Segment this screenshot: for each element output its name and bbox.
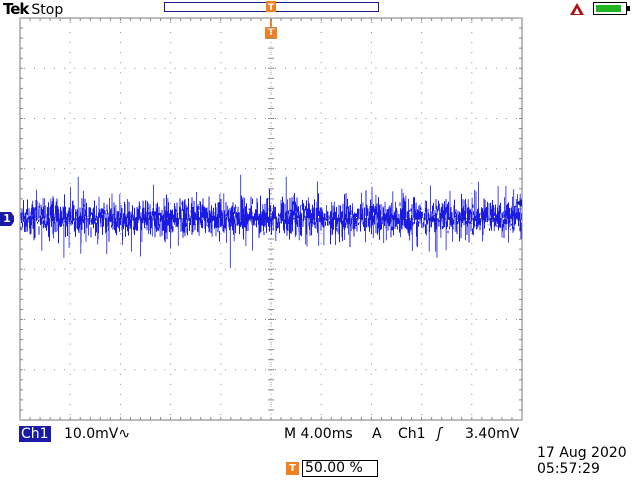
battery-fill	[596, 5, 621, 12]
battery-tip	[627, 6, 630, 11]
trigger-mode: A	[372, 426, 382, 442]
trigger-source[interactable]: Ch1	[398, 426, 426, 442]
ac-coupling-icon: ∿	[118, 426, 131, 442]
trigger-position-value[interactable]: 50.00 %	[302, 460, 378, 477]
trigger-position-top-icon: T	[266, 1, 276, 12]
trigger-arrow-icon	[570, 3, 584, 15]
status-header: Tek Stop	[3, 0, 63, 18]
date-readout: 17 Aug 2020	[537, 445, 627, 461]
trigger-position-icon: T	[286, 462, 299, 475]
vertical-scale-value: 10.0mV	[64, 426, 119, 442]
ch1-trace	[20, 174, 522, 268]
trigger-level[interactable]: 3.40mV	[465, 426, 520, 442]
svg-text:T: T	[268, 3, 275, 12]
rising-edge-icon: ʃ	[437, 426, 442, 442]
right-edge-markers	[516, 199, 522, 207]
brand-logo: Tek	[3, 0, 29, 18]
channel-name-badge[interactable]: Ch1	[19, 426, 51, 442]
vertical-scale[interactable]: 10.0mV∿	[64, 426, 130, 442]
channel-1-marker[interactable]	[0, 212, 14, 226]
battery-icon	[593, 2, 627, 15]
channel-1-marker-label: 1	[3, 212, 11, 225]
acquisition-status: Stop	[31, 2, 64, 18]
timebase-readout[interactable]: M 4.00ms	[284, 426, 353, 442]
time-readout: 05:57:29	[537, 461, 600, 477]
